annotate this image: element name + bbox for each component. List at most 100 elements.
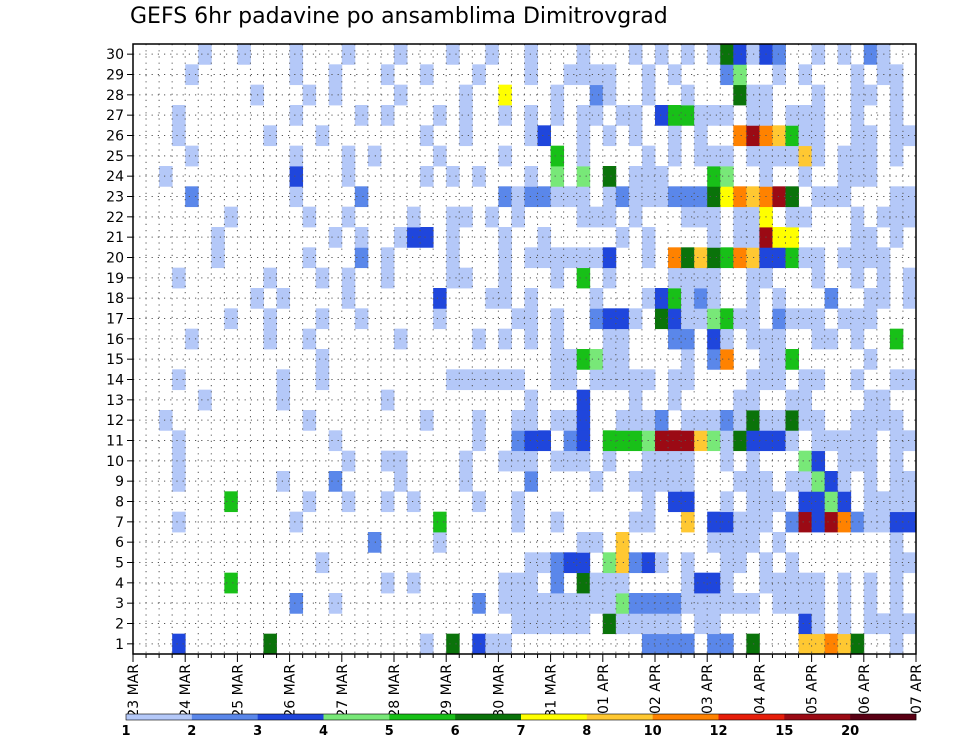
- heatmap-cell: [811, 593, 826, 614]
- y-tick-label: 22: [106, 210, 124, 226]
- heatmap-cell: [315, 267, 330, 289]
- y-tick-label: 21: [106, 230, 124, 246]
- heatmap-cell: [537, 125, 551, 147]
- heatmap-cell: [615, 369, 630, 391]
- heatmap-cell: [798, 593, 812, 614]
- heatmap-cell: [824, 186, 839, 208]
- heatmap-cell: [276, 369, 290, 391]
- heatmap-cell: [850, 84, 865, 106]
- heatmap-cell: [772, 64, 786, 86]
- heatmap-cell: [785, 593, 799, 614]
- heatmap-cell: [681, 105, 695, 126]
- heatmap-cell: [459, 267, 473, 289]
- heatmap-cell: [589, 288, 604, 309]
- heatmap-cell: [863, 84, 878, 106]
- heatmap-cell: [446, 44, 460, 65]
- heatmap-cell: [720, 532, 734, 553]
- heatmap-cell: [681, 511, 695, 533]
- heatmap-cell: [602, 369, 617, 391]
- heatmap-cell: [694, 206, 708, 228]
- heatmap-cell: [602, 328, 617, 350]
- heatmap-cell: [837, 186, 852, 208]
- heatmap-cell: [615, 430, 630, 452]
- heatmap-cell: [589, 308, 604, 330]
- heatmap-cell: [824, 430, 839, 452]
- heatmap-cell: [524, 328, 538, 350]
- heatmap-cell: [772, 125, 786, 147]
- heatmap-cell: [615, 410, 630, 431]
- colorbar-label: 12: [709, 724, 727, 739]
- heatmap-cell: [785, 471, 799, 492]
- y-tick-label: 5: [115, 556, 124, 572]
- heatmap-cell: [655, 166, 669, 187]
- heatmap-cell: [655, 450, 669, 472]
- x-tick-label: 02 APR: [648, 664, 664, 714]
- heatmap-cell: [902, 552, 917, 574]
- heatmap-cell: [902, 186, 917, 208]
- heatmap-cell: [328, 471, 343, 492]
- heatmap-cell: [863, 44, 878, 65]
- x-tick-label: 30 MAR: [491, 664, 507, 718]
- heatmap-cell: [172, 125, 186, 147]
- heatmap-cell: [563, 450, 578, 472]
- heatmap-cell: [720, 430, 734, 452]
- y-tick-label: 12: [106, 413, 124, 429]
- colorbar-segment: [455, 714, 522, 720]
- heatmap-cell: [602, 166, 617, 187]
- heatmap-cell: [772, 186, 786, 208]
- heatmap-cell: [681, 44, 695, 65]
- heatmap-cell: [668, 613, 682, 635]
- heatmap-cell: [707, 227, 721, 248]
- colorbar-label: 7: [516, 724, 525, 739]
- heatmap-cell: [837, 44, 852, 65]
- heatmap-cell: [850, 410, 865, 431]
- heatmap-cell: [655, 288, 669, 309]
- heatmap-cell: [602, 247, 617, 269]
- heatmap-cell: [602, 430, 617, 452]
- heatmap-cell: [302, 206, 317, 228]
- heatmap-cell: [798, 64, 812, 86]
- heatmap-cell: [811, 410, 826, 431]
- heatmap-cell: [655, 613, 669, 635]
- heatmap-cell: [902, 430, 917, 452]
- y-tick-label: 3: [115, 596, 124, 612]
- heatmap-cell: [446, 206, 460, 228]
- heatmap-cell: [341, 44, 356, 65]
- heatmap-cell: [772, 288, 786, 309]
- y-tick-label: 28: [106, 88, 124, 104]
- heatmap-cell: [420, 227, 434, 248]
- colorbar-label: 10: [644, 724, 662, 739]
- heatmap-cell: [589, 247, 604, 269]
- heatmap-cell: [798, 511, 812, 533]
- heatmap-cell: [863, 593, 878, 614]
- heatmap-cell: [615, 532, 630, 553]
- heatmap-cell: [707, 532, 721, 553]
- heatmap-cell: [720, 145, 734, 167]
- heatmap-cell: [824, 288, 839, 309]
- y-tick-label: 1: [115, 637, 124, 653]
- heatmap-cell: [550, 186, 565, 208]
- heatmap-cell: [602, 186, 617, 208]
- y-tick-label: 25: [106, 149, 124, 165]
- heatmap-cell: [772, 227, 786, 248]
- heatmap-cell: [733, 125, 747, 147]
- heatmap-cell: [198, 44, 212, 65]
- heatmap-cell: [837, 491, 852, 513]
- heatmap-cell: [289, 44, 304, 65]
- heatmap-cell: [850, 206, 865, 228]
- heatmap-cell: [367, 145, 382, 167]
- heatmap-cell: [550, 410, 565, 431]
- heatmap-cell: [668, 267, 682, 289]
- heatmap-cell: [798, 410, 812, 431]
- heatmap-cell: [602, 572, 617, 594]
- heatmap-cell: [850, 105, 865, 126]
- heatmap-cell: [289, 105, 304, 126]
- heatmap-cell: [772, 572, 786, 594]
- heatmap-cell: [185, 145, 199, 167]
- heatmap-cell: [524, 166, 538, 187]
- heatmap-cell: [772, 410, 786, 431]
- heatmap-cell: [785, 389, 799, 411]
- heatmap-cell: [681, 552, 695, 574]
- heatmap-cell: [576, 410, 591, 431]
- heatmap-cell: [824, 471, 839, 492]
